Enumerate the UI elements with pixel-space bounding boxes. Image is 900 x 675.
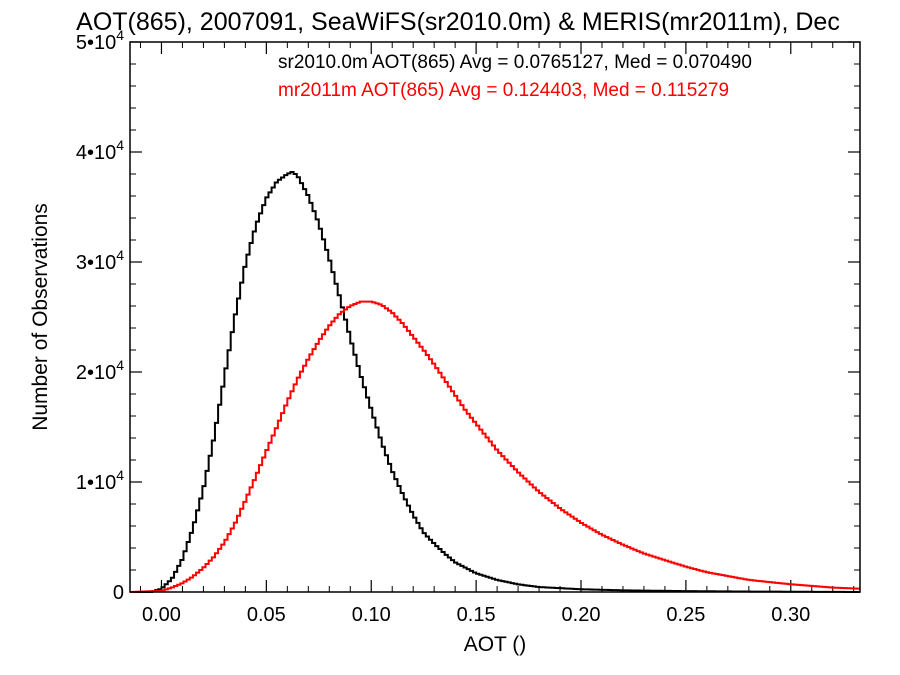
x-tick-label: 0.30 — [771, 604, 810, 626]
y-tick-label: 5•104 — [76, 27, 124, 54]
x-tick-label: 0.00 — [142, 604, 181, 626]
legend-entry-black: sr2010.0m AOT(865) Avg = 0.0765127, Med … — [278, 52, 752, 73]
plot-frame — [129, 41, 861, 593]
y-tick-label: 0 — [113, 582, 124, 604]
x-tick-label: 0.25 — [666, 604, 705, 626]
series-lines — [130, 171, 860, 593]
x-axis-label: AOT () — [464, 633, 527, 656]
x-tick-label: 0.10 — [352, 604, 391, 626]
y-tick-label: 2•104 — [76, 357, 124, 384]
axis-ticks — [130, 41, 860, 593]
x-tick-label: 0.05 — [247, 604, 286, 626]
y-tick-label: 3•104 — [76, 247, 124, 274]
x-tick-label: 0.20 — [562, 604, 601, 626]
y-axis-label: Number of Observations — [29, 203, 52, 431]
y-tick-label: 1•104 — [76, 467, 124, 494]
y-tick-label: 4•104 — [76, 137, 124, 164]
legend-entry-red: mr2011m AOT(865) Avg = 0.124403, Med = 0… — [278, 80, 729, 101]
x-tick-labels: 0.00 0.05 0.10 0.15 0.20 0.25 0.30 — [142, 604, 810, 626]
series-line-sr2010.0m — [130, 171, 860, 593]
x-tick-label: 0.15 — [457, 604, 496, 626]
chart-title: AOT(865), 2007091, SeaWiFS(sr2010.0m) & … — [76, 8, 840, 36]
y-tick-labels: 0 1•104 2•104 3•104 4•104 5•104 — [76, 27, 124, 604]
series-line-mr2011m — [130, 300, 860, 593]
